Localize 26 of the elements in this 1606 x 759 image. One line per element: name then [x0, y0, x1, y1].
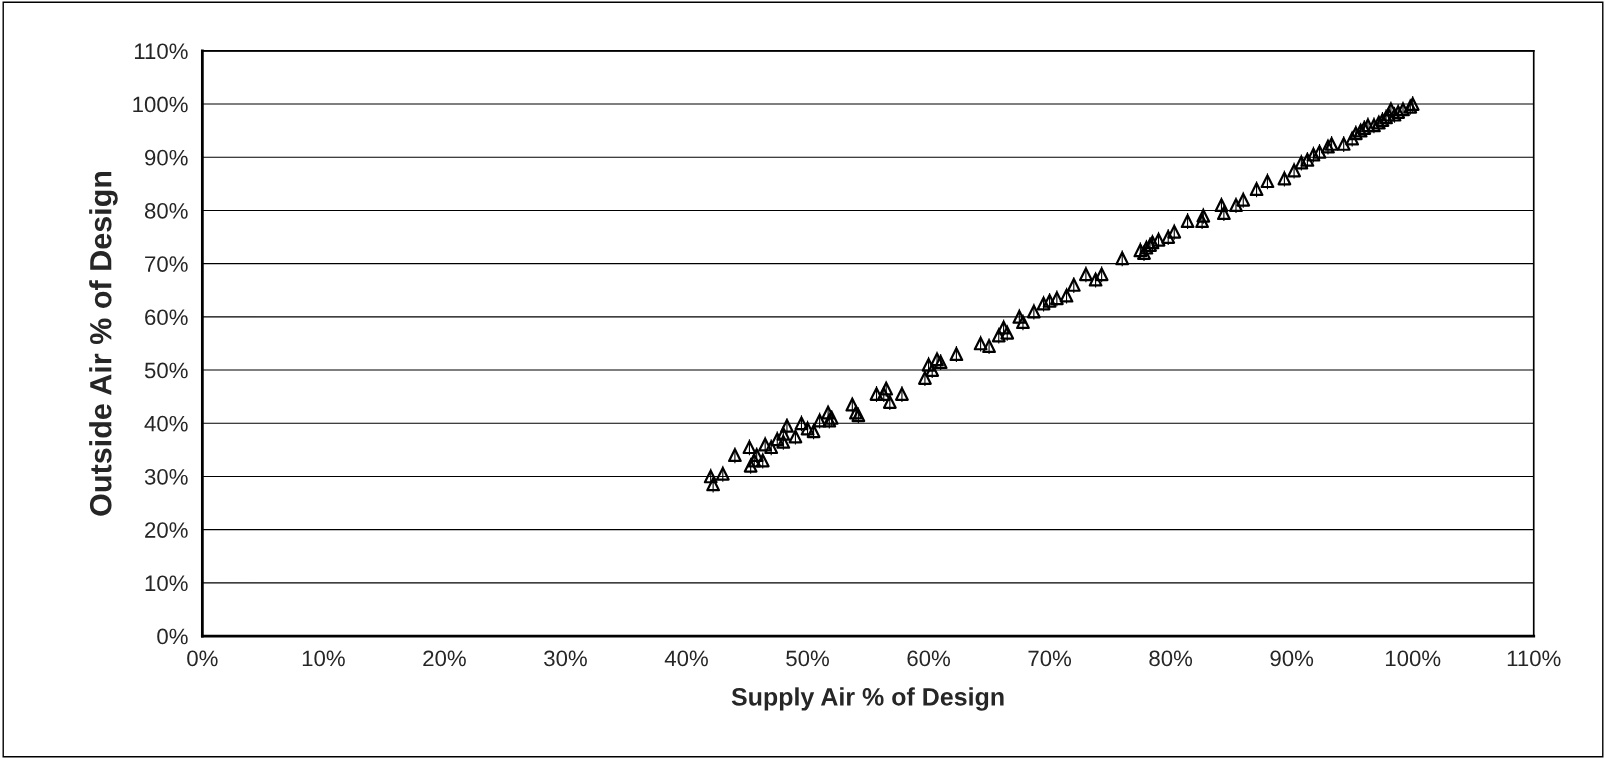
- y-tick-label: 110%: [134, 43, 188, 60]
- x-tick-label: 80%: [1149, 650, 1193, 667]
- x-tick-label: 70%: [1028, 650, 1072, 667]
- x-axis-title: Supply Air % of Design: [731, 687, 1004, 711]
- y-tick-label: 80%: [144, 202, 188, 219]
- x-tick-label: 50%: [786, 650, 829, 667]
- x-tick-label: 110%: [1507, 650, 1561, 667]
- y-tick-label: 100%: [133, 96, 188, 113]
- x-tick-label: 40%: [664, 650, 708, 667]
- x-tick-label: 30%: [544, 650, 587, 667]
- y-tick-label: 50%: [144, 362, 188, 379]
- y-tick-label: 60%: [145, 309, 188, 326]
- y-tick-label: 30%: [144, 468, 188, 485]
- x-tick-label: 100%: [1385, 650, 1441, 667]
- y-tick-label: 70%: [145, 256, 188, 272]
- x-tick-label: 0%: [187, 650, 218, 667]
- y-tick-label: 0%: [157, 628, 188, 645]
- y-tick-label: 10%: [145, 575, 188, 592]
- x-tick-label: 60%: [907, 650, 951, 667]
- y-tick-label: 90%: [145, 149, 188, 166]
- y-tick-label: 40%: [144, 415, 188, 432]
- x-tick-label: 20%: [423, 650, 466, 667]
- x-tick-label: 90%: [1270, 650, 1314, 667]
- y-axis-title: Outside Air % of Design: [89, 171, 118, 516]
- x-tick-label: 10%: [302, 650, 345, 667]
- y-tick-label: 20%: [145, 522, 188, 538]
